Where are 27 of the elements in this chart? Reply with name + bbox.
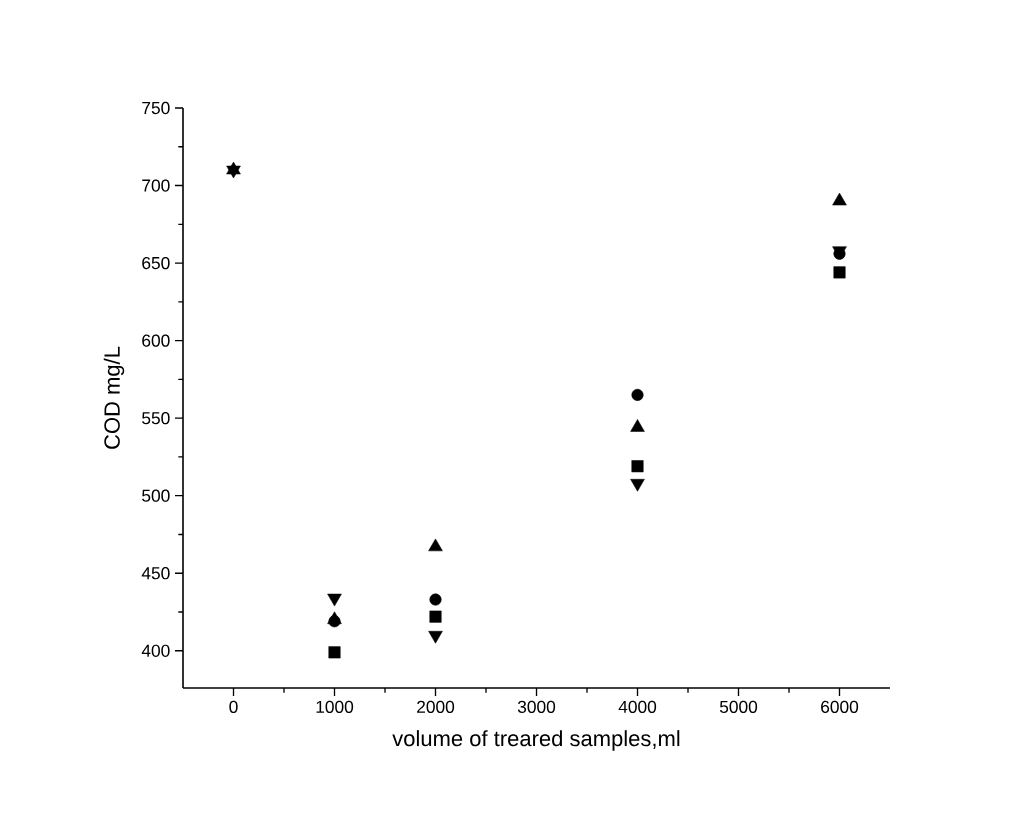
x-tick-label: 5000 — [719, 700, 758, 713]
y-axis-title: COD mg/L — [103, 346, 125, 449]
y-tick-label: 750 — [142, 101, 170, 115]
x-tick-label: 1000 — [316, 700, 354, 713]
y-tick-label: 550 — [142, 412, 170, 425]
x-tick-label: 2000 — [417, 700, 455, 713]
x-axis-title: volume of treared samples,ml — [392, 730, 680, 751]
point — [328, 646, 341, 659]
y-tick-label: 450 — [141, 567, 170, 580]
point — [832, 192, 847, 206]
point — [327, 611, 342, 625]
y-tick-label: 400 — [141, 644, 170, 657]
point — [631, 388, 644, 401]
point — [631, 460, 644, 473]
x-tick-label: 3000 — [517, 700, 556, 713]
point — [429, 610, 442, 623]
x-tick-label: 4000 — [618, 700, 657, 713]
point — [833, 266, 846, 279]
y-tick-label: 700 — [142, 179, 170, 192]
x-tick-label: 6000 — [821, 700, 859, 713]
point — [630, 419, 645, 432]
y-tick-label: 650 — [142, 256, 170, 270]
x-tick-label: 0 — [229, 700, 238, 713]
point — [429, 593, 442, 606]
y-tick-label: 500 — [142, 489, 170, 502]
point — [428, 538, 443, 552]
y-tick-label: 600 — [142, 334, 170, 347]
